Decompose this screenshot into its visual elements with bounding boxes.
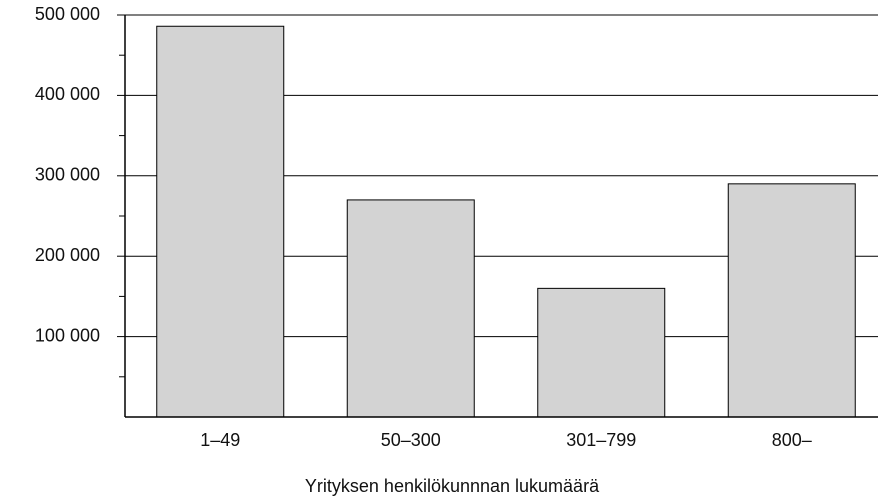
y-tick-label: 400 000 bbox=[35, 84, 100, 104]
x-tick-label: 50–300 bbox=[381, 430, 441, 450]
x-axis-label: Yrityksen henkilökunnnan lukumäärä bbox=[305, 476, 600, 496]
x-tick-label: 301–799 bbox=[566, 430, 636, 450]
bar bbox=[727, 183, 856, 418]
y-tick-label: 300 000 bbox=[35, 165, 100, 185]
bar bbox=[346, 199, 475, 418]
y-tick-label: 100 000 bbox=[35, 325, 100, 345]
bar bbox=[156, 25, 285, 418]
y-tick-label: 200 000 bbox=[35, 245, 100, 265]
y-tick-label: 500 000 bbox=[35, 4, 100, 24]
bar bbox=[537, 287, 666, 418]
x-tick-label: 800– bbox=[772, 430, 812, 450]
x-tick-label: 1–49 bbox=[200, 430, 240, 450]
